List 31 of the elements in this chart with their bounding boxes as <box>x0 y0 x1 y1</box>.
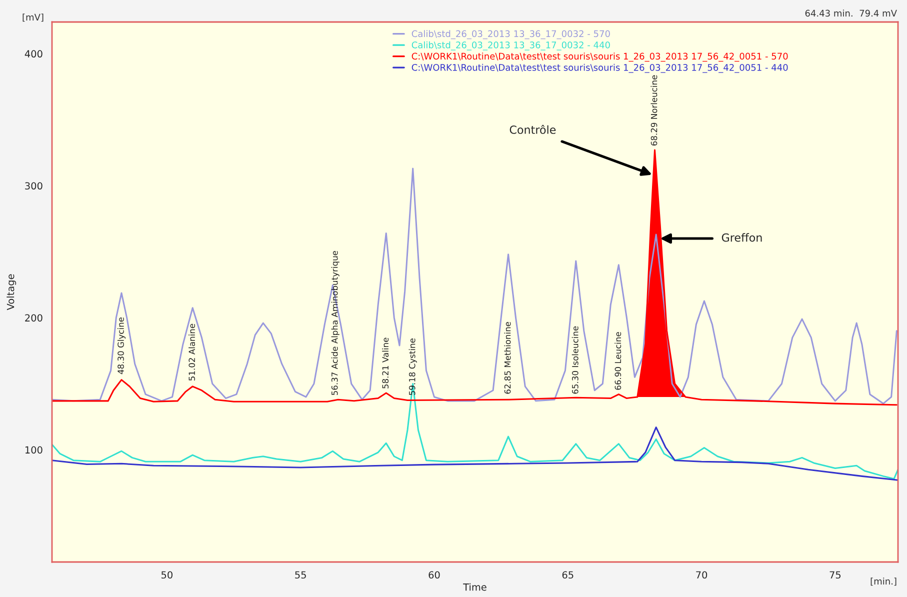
y-tick-label: 300 <box>25 182 42 190</box>
legend-label: Calib\std_26_03_2013 13_36_17_0032 - 440 <box>412 41 610 50</box>
annotation: 56.37 Acide Alpha Aminobutyrique <box>331 250 340 395</box>
x-tick-label: 75 <box>830 571 841 579</box>
x-tick-label: 70 <box>696 571 708 579</box>
annotation: Greffon <box>722 233 762 242</box>
text: [min.] <box>870 578 896 586</box>
annotation: 48.30 Glycine <box>117 317 126 374</box>
x-axis-title: Time <box>463 583 486 591</box>
annotation: Contrôle <box>510 124 556 134</box>
y-axis-title: Voltage <box>6 274 16 310</box>
x-tick-label: 65 <box>562 571 574 579</box>
x-tick-label: 60 <box>428 571 440 579</box>
legend-label: Calib\std_26_03_2013 13_36_17_0032 - 570 <box>412 30 610 40</box>
y-tick-label: 200 <box>25 314 42 322</box>
annotation: 65.30 Isoleucine <box>572 326 578 394</box>
annotation: 58.21 Valine <box>382 338 389 388</box>
text: [mV] <box>22 14 44 22</box>
x-tick-label: 50 <box>162 571 172 579</box>
annotation: 62.85 Methionine <box>504 322 511 394</box>
y-tick-label: 100 <box>25 446 42 454</box>
annotation: 66.90 Leucine <box>614 332 622 390</box>
legend-label: C:\WORK1\Routine\Data\test\test souris\souris 1_26_03_2013 17_56_42_0051 - 440 <box>412 64 788 73</box>
x-tick-label: 55 <box>295 571 306 579</box>
legend-label: C:\WORK1\Routine\Data\test\test souris\souris 1_26_03_2013 17_56_42_0051 - 570 <box>412 52 788 62</box>
line-series <box>52 426 898 481</box>
text: 64.43 min. 79.4 mV <box>805 10 897 17</box>
y-tick-label: 400 <box>24 50 42 58</box>
annotation: 59.18 Cystine <box>408 338 417 395</box>
annotation: 68.29 Norleucine <box>650 75 658 146</box>
annotation: 51.02 Alanine <box>188 324 196 380</box>
